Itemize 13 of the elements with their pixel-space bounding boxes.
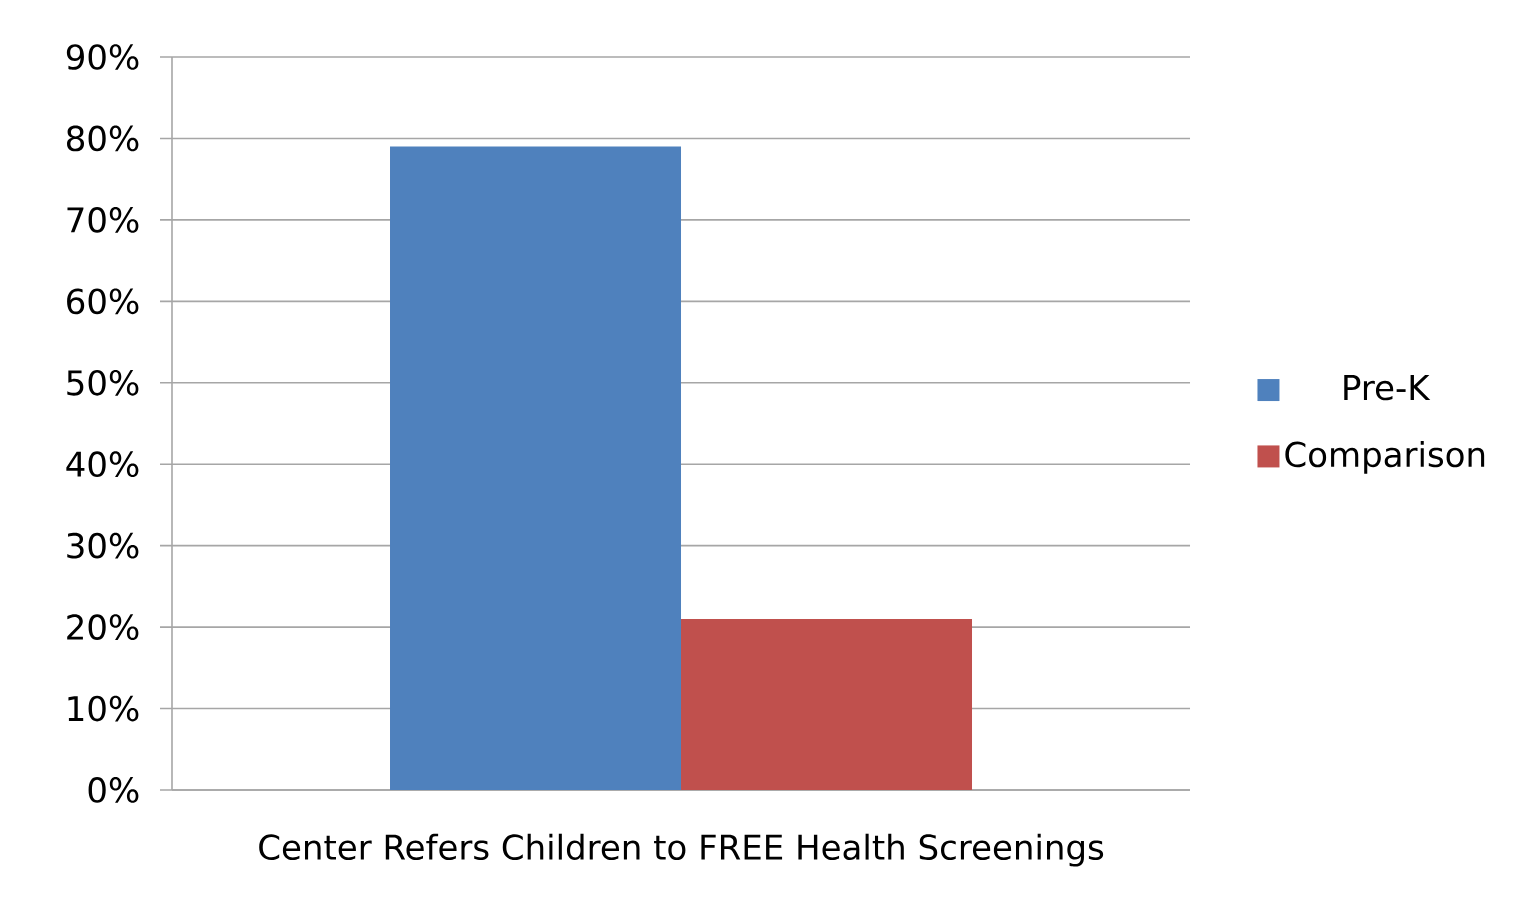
- y-tick-label: 70%: [67, 207, 139, 233]
- y-tick-label: 0%: [88, 777, 139, 803]
- y-tick-label: 90%: [66, 44, 139, 70]
- legend-label: Pre-K: [1344, 375, 1431, 401]
- y-tick-label: 30%: [67, 532, 139, 559]
- y-tick-label: 60%: [67, 288, 139, 315]
- x-tick-label: Center Refers Children to FREE Health Screenings: [259, 833, 1104, 867]
- y-tick-label: 80%: [67, 125, 139, 152]
- y-tick-label: 40%: [66, 451, 139, 478]
- y-tick-label: 20%: [67, 614, 139, 640]
- legend-label: Comparison: [1285, 440, 1485, 474]
- y-tick-label: 50%: [67, 369, 139, 396]
- y-tick-label: 10%: [68, 695, 139, 722]
